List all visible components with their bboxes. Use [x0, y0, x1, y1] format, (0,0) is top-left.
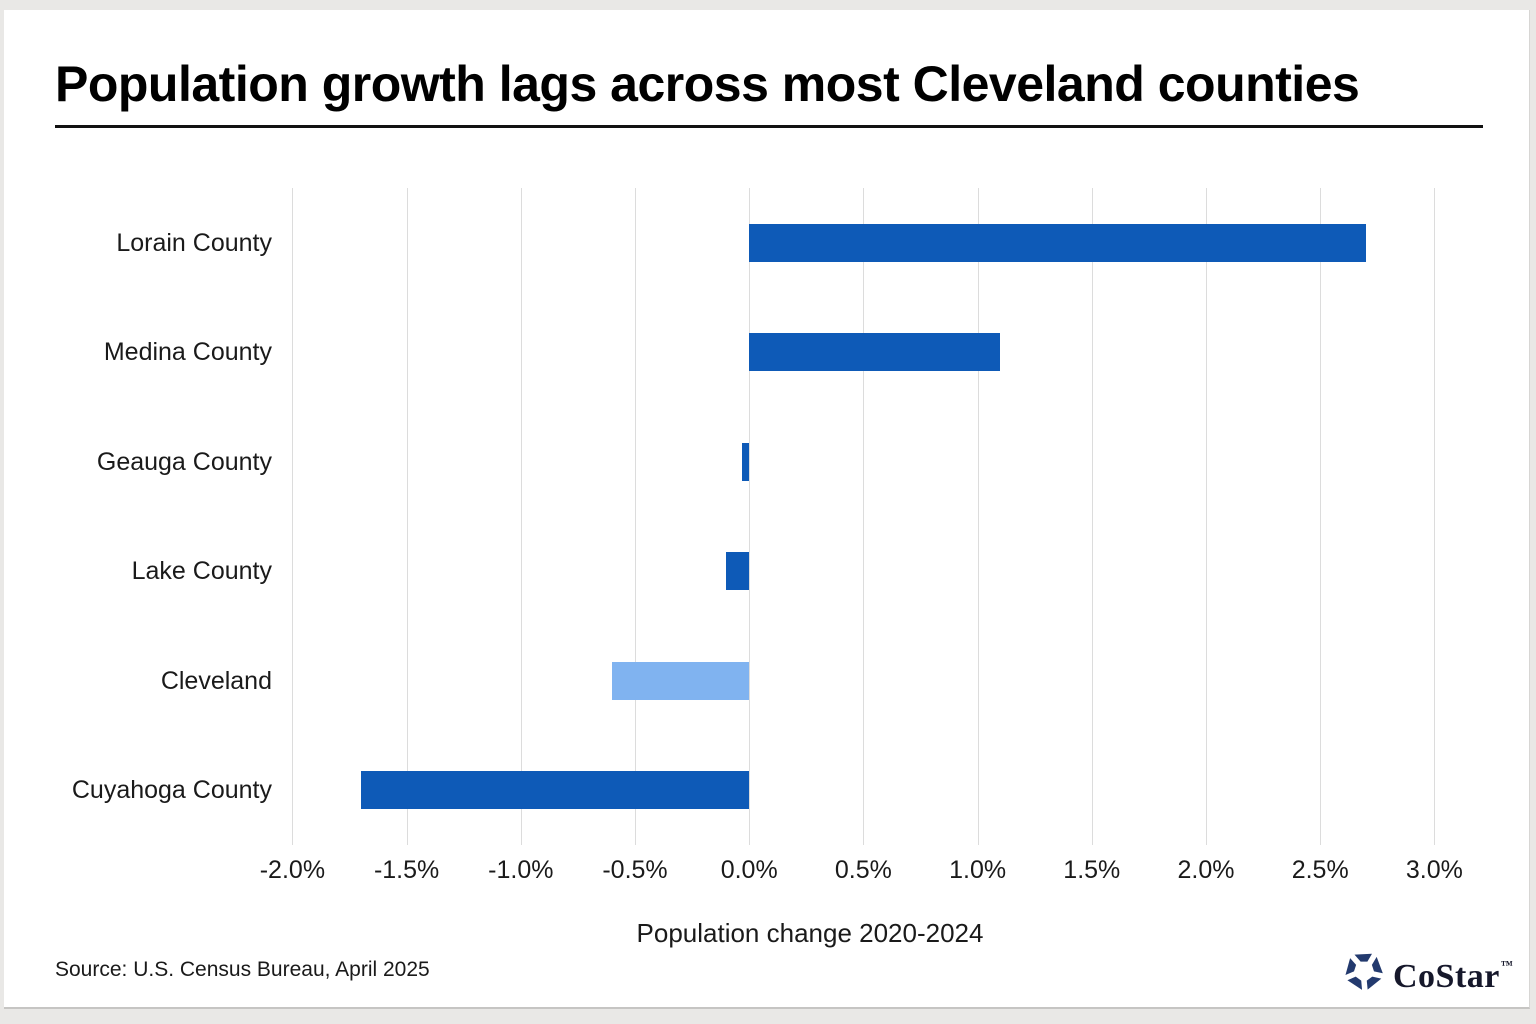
x-tick-label-0-0-: 0.0%: [720, 856, 778, 884]
category-label-geauga-county: Geauga County: [96, 447, 272, 476]
gridline--0-5-: [635, 188, 636, 845]
x-tick-label--2-0-: -2.0%: [259, 856, 326, 884]
costar-pinwheel-icon: [1345, 953, 1383, 990]
gridline-2-5-: [1320, 188, 1322, 845]
x-tick-label-1-0-: 1.0%: [949, 856, 1007, 884]
x-tick-label-1-5-: 1.5%: [1063, 856, 1121, 884]
gridline-0-5-: [863, 188, 865, 845]
bar-lake-county: [726, 552, 750, 591]
costar-brand-name: CoStar: [1393, 958, 1500, 995]
bar-lorain-county: [749, 223, 1366, 262]
chart-panel-background: [4, 10, 1530, 1009]
title-divider: [55, 125, 1483, 128]
x-tick-label-2-0-: 2.0%: [1177, 856, 1235, 884]
source-text: Source: U.S. Census Bureau, April 2025: [55, 958, 430, 981]
gridline-1-0-: [977, 188, 979, 845]
gridline--2-0-: [292, 188, 294, 845]
x-tick-label--1-0-: -1.0%: [488, 856, 554, 884]
category-label-lorain-county: Lorain County: [116, 228, 272, 257]
trademark-symbol: ™: [1500, 958, 1514, 972]
x-tick-label-2-5-: 2.5%: [1291, 856, 1349, 884]
page-title: Population growth lags across most Cleve…: [55, 56, 1360, 112]
bar-geauga-county: [742, 442, 750, 481]
x-tick-label--1-5-: -1.5%: [373, 856, 440, 884]
category-label-lake-county: Lake County: [131, 557, 272, 586]
category-label-medina-county: Medina County: [103, 338, 272, 367]
x-tick-label-3-0-: 3.0%: [1405, 856, 1463, 884]
bar-medina-county: [749, 333, 1001, 372]
gridline--1-5-: [406, 188, 408, 845]
category-label-cleveland: Cleveland: [160, 666, 272, 695]
gridline-3-0-: [1434, 188, 1436, 845]
costar-logo-text: CoStar™: [1393, 944, 1513, 998]
gridline-2-0-: [1206, 188, 1207, 845]
bar-cuyahoga-county: [360, 771, 750, 810]
x-axis-title: Population change 2020-2024: [636, 918, 984, 948]
gridline--1-0-: [520, 188, 522, 845]
gridline-0-0-: [749, 188, 751, 845]
x-tick-label--0-5-: -0.5%: [602, 856, 668, 884]
bar-cleveland: [612, 661, 750, 700]
costar-logo: CoStar™: [1344, 948, 1513, 995]
gridline-1-5-: [1091, 188, 1093, 845]
x-tick-label-0-5-: 0.5%: [834, 856, 892, 884]
category-label-cuyahoga-county: Cuyahoga County: [71, 776, 272, 805]
